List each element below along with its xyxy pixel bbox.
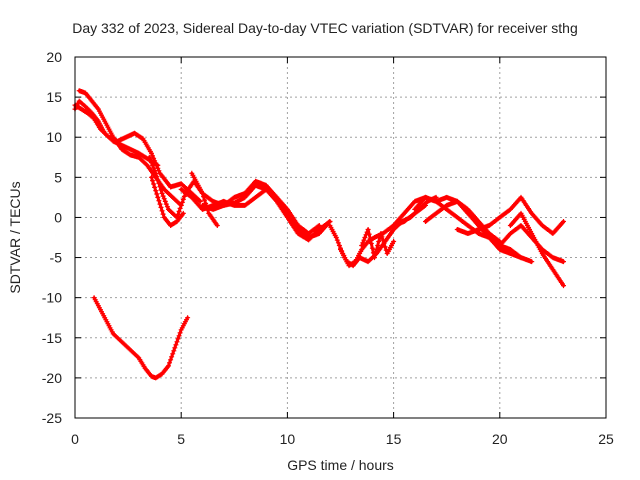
x-tick-label: 25 bbox=[598, 431, 614, 447]
series-markers bbox=[149, 174, 186, 228]
chart-title: Day 332 of 2023, Sidereal Day-to-day VTE… bbox=[72, 20, 578, 36]
y-tick-label: -15 bbox=[42, 330, 62, 346]
y-tick-label: -5 bbox=[50, 250, 63, 266]
series-track-5 bbox=[149, 174, 186, 228]
x-tick-label: 20 bbox=[492, 431, 508, 447]
plot-frame bbox=[74, 56, 607, 419]
y-tick-label: 0 bbox=[54, 209, 62, 225]
ticks: 0 5 10 15 20 25 -25 -20 -15 -10 -5 0 5 10 15 20 bbox=[42, 49, 614, 447]
series-track-8 bbox=[199, 178, 322, 236]
y-tick-label: -10 bbox=[42, 290, 62, 306]
series-layer bbox=[72, 88, 566, 381]
y-tick-label: 20 bbox=[46, 49, 62, 65]
series-track-11 bbox=[359, 227, 397, 261]
y-tick-label: -25 bbox=[42, 410, 62, 426]
y-axis-label: SDTVAR / TECUs bbox=[7, 181, 23, 293]
series-markers bbox=[359, 227, 397, 261]
y-tick-label: 10 bbox=[46, 129, 62, 145]
series-markers bbox=[507, 210, 566, 289]
grid bbox=[75, 57, 606, 418]
x-tick-label: 0 bbox=[71, 431, 79, 447]
x-tick-label: 10 bbox=[280, 431, 296, 447]
series-markers bbox=[199, 178, 322, 236]
series-markers bbox=[91, 295, 191, 381]
y-tick-label: 15 bbox=[46, 89, 62, 105]
y-tick-label: -20 bbox=[42, 370, 62, 386]
series-track-17 bbox=[507, 210, 566, 289]
x-axis-label: GPS time / hours bbox=[287, 457, 394, 473]
series-markers bbox=[178, 186, 333, 243]
y-tick-label: 5 bbox=[54, 169, 62, 185]
x-tick-label: 5 bbox=[177, 431, 185, 447]
series-track-18 bbox=[91, 295, 191, 381]
x-tick-label: 15 bbox=[386, 431, 402, 447]
